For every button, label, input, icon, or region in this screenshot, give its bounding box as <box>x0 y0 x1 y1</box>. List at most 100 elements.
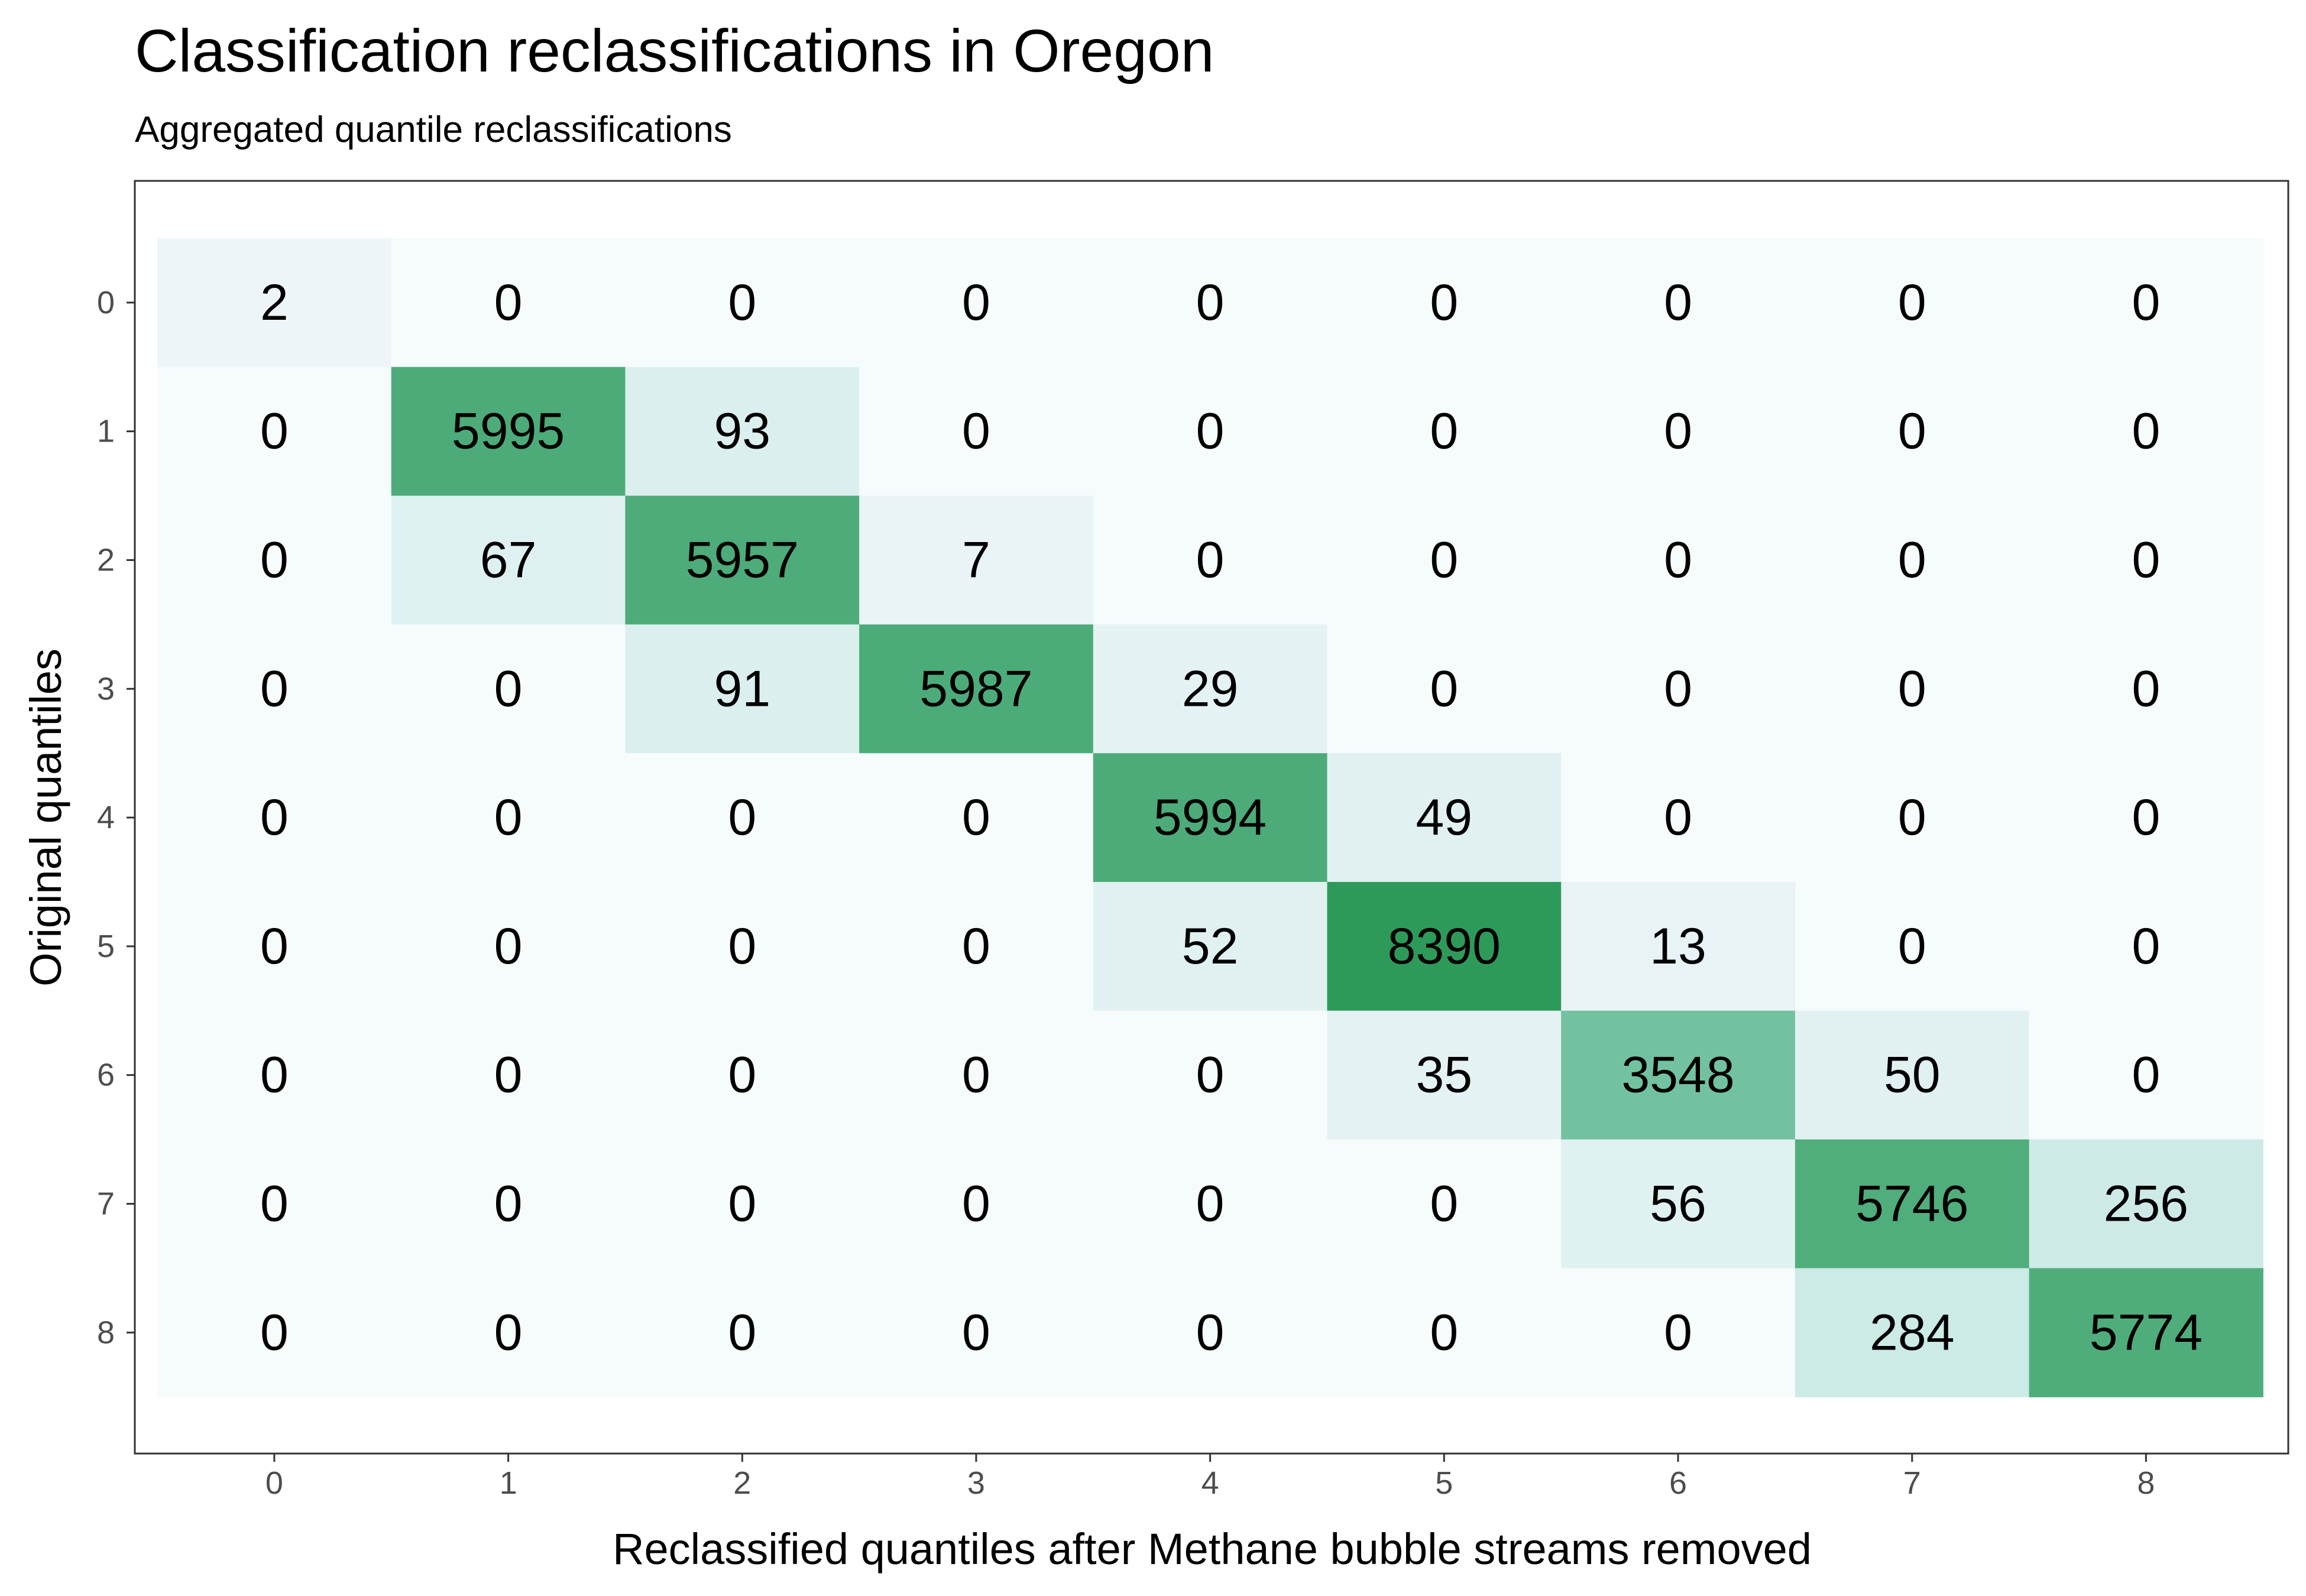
x-axis-title: Reclassified quantiles after Methane bub… <box>613 1524 1812 1574</box>
heatmap-cell-r7-c5 <box>1327 1139 1562 1269</box>
y-tick-label: 7 <box>97 1186 115 1222</box>
heatmap-cell-r2-c1 <box>391 495 626 625</box>
cell-value-label: 0 <box>2132 274 2160 331</box>
heatmap-cell-r5-c6 <box>1561 882 1796 1011</box>
cell-value-label: 0 <box>1430 403 1458 460</box>
cell-value-label: 50 <box>1884 1047 1941 1104</box>
heatmap-cell-r4-c6 <box>1561 753 1796 883</box>
x-tick-label: 7 <box>1903 1465 1921 1501</box>
cell-value-label: 0 <box>1664 789 1692 846</box>
x-tick-label: 4 <box>1201 1465 1219 1501</box>
cell-value-label: 0 <box>962 403 990 460</box>
y-tick-label: 1 <box>97 414 115 449</box>
cell-value-label: 0 <box>1196 1047 1225 1104</box>
heatmap-cell-r4-c2 <box>625 753 860 883</box>
heatmap-cell-r8-c0 <box>157 1268 392 1397</box>
cell-value-label: 5994 <box>1154 789 1267 846</box>
cell-value-label: 0 <box>260 532 289 589</box>
cell-value-label: 0 <box>1196 532 1225 589</box>
heatmap-cell-r1-c7 <box>1795 366 2030 497</box>
cell-value-label: 35 <box>1416 1047 1472 1104</box>
cell-value-label: 0 <box>260 1176 289 1232</box>
x-tick-label: 6 <box>1669 1465 1687 1501</box>
y-axis-title: Original quantiles <box>21 648 70 987</box>
heatmap-cell-r6-c6 <box>1561 1010 1796 1140</box>
heatmap-cell-r0-c8 <box>2029 238 2263 368</box>
heatmap-cell-r0-c5 <box>1327 238 1562 368</box>
heatmap-cell-r7-c3 <box>859 1139 1094 1269</box>
cell-value-label: 284 <box>1870 1304 1955 1361</box>
cell-value-label: 0 <box>2132 403 2160 460</box>
cell-value-label: 0 <box>962 789 990 846</box>
heatmap-cell-r7-c2 <box>625 1139 860 1269</box>
heatmap-cell-r2-c0 <box>157 495 392 625</box>
heatmap-cell-r4-c5 <box>1327 753 1562 883</box>
cell-value-label: 5774 <box>2090 1304 2203 1361</box>
heatmap-cell-r1-c2 <box>625 366 860 497</box>
y-axis: 0 1 2 3 4 5 6 7 8 <box>97 285 135 1350</box>
heatmap-cell-r2-c7 <box>1795 495 2030 625</box>
heatmap-cell-r3-c6 <box>1561 624 1796 754</box>
cell-value-label: 0 <box>728 1304 756 1361</box>
cell-value-label: 0 <box>1898 918 1926 975</box>
heatmap-cell-r7-c6 <box>1561 1139 1796 1269</box>
heatmap-cell-r3-c5 <box>1327 624 1562 754</box>
cell-value-label: 93 <box>714 403 770 460</box>
cell-value-label: 0 <box>2132 1047 2160 1104</box>
cell-value-label: 0 <box>1430 1304 1458 1361</box>
heatmap-cell-r1-c6 <box>1561 366 1796 497</box>
y-tick-label: 2 <box>97 543 115 578</box>
cell-value-label: 0 <box>1196 1304 1225 1361</box>
cell-value-label: 0 <box>494 1047 523 1104</box>
heatmap-cells <box>157 238 2263 1397</box>
x-tick-label: 3 <box>967 1465 985 1501</box>
cell-value-label: 5746 <box>1855 1176 1968 1232</box>
heatmap-cell-r3-c8 <box>2029 624 2263 754</box>
heatmap-cell-r0-c0 <box>157 238 392 368</box>
x-tick-label: 2 <box>733 1465 751 1501</box>
heatmap-cell-r5-c0 <box>157 882 392 1011</box>
heatmap-cell-r0-c7 <box>1795 238 2030 368</box>
cell-value-label: 0 <box>2132 918 2160 975</box>
heatmap-cell-r5-c5 <box>1327 882 1562 1011</box>
cell-value-label: 0 <box>494 918 523 975</box>
heatmap-cell-r8-c2 <box>625 1268 860 1397</box>
cell-value-label: 0 <box>260 1304 289 1361</box>
heatmap-cell-r2-c3 <box>859 495 1094 625</box>
cell-value-label: 0 <box>494 789 523 846</box>
heatmap-cell-r0-c4 <box>1093 238 1328 368</box>
heatmap-cell-r8-c3 <box>859 1268 1094 1397</box>
cell-value-label: 52 <box>1182 918 1239 975</box>
heatmap-cell-r3-c1 <box>391 624 626 754</box>
cell-value-label: 0 <box>728 789 756 846</box>
heatmap-cell-r3-c0 <box>157 624 392 754</box>
cell-value-label: 0 <box>1898 403 1926 460</box>
x-axis: 0 1 2 3 4 5 6 7 8 <box>265 1454 2155 1501</box>
heatmap-cell-r5-c2 <box>625 882 860 1011</box>
heatmap-cell-r1-c3 <box>859 366 1094 497</box>
cell-value-label: 3548 <box>1621 1047 1734 1104</box>
heatmap-cell-r0-c6 <box>1561 238 1796 368</box>
heatmap-cell-r8-c7 <box>1795 1268 2030 1397</box>
x-tick-label: 0 <box>265 1465 283 1501</box>
cell-value-label: 0 <box>1664 532 1692 589</box>
y-tick-label: 8 <box>97 1315 115 1350</box>
heatmap-cell-r0-c2 <box>625 238 860 368</box>
cell-value-label: 0 <box>1898 660 1926 717</box>
heatmap-cell-r2-c8 <box>2029 495 2263 625</box>
chart-subtitle: Aggregated quantile reclassifications <box>135 109 732 150</box>
heatmap-cell-r5-c4 <box>1093 882 1328 1011</box>
heatmap-cell-r5-c8 <box>2029 882 2263 1011</box>
heatmap-cell-r6-c3 <box>859 1010 1094 1140</box>
cell-value-label: 0 <box>1898 532 1926 589</box>
heatmap-cell-r2-c2 <box>625 495 860 625</box>
heatmap-cell-r6-c7 <box>1795 1010 2030 1140</box>
heatmap-cell-r7-c4 <box>1093 1139 1328 1269</box>
cell-value-label: 0 <box>1430 274 1458 331</box>
y-tick-label: 0 <box>97 285 115 320</box>
cell-value-label: 0 <box>494 274 523 331</box>
cell-value-label: 0 <box>1196 403 1225 460</box>
y-tick-label: 4 <box>97 800 115 835</box>
cell-value-label: 0 <box>260 660 289 717</box>
heatmap-cell-r2-c6 <box>1561 495 1796 625</box>
